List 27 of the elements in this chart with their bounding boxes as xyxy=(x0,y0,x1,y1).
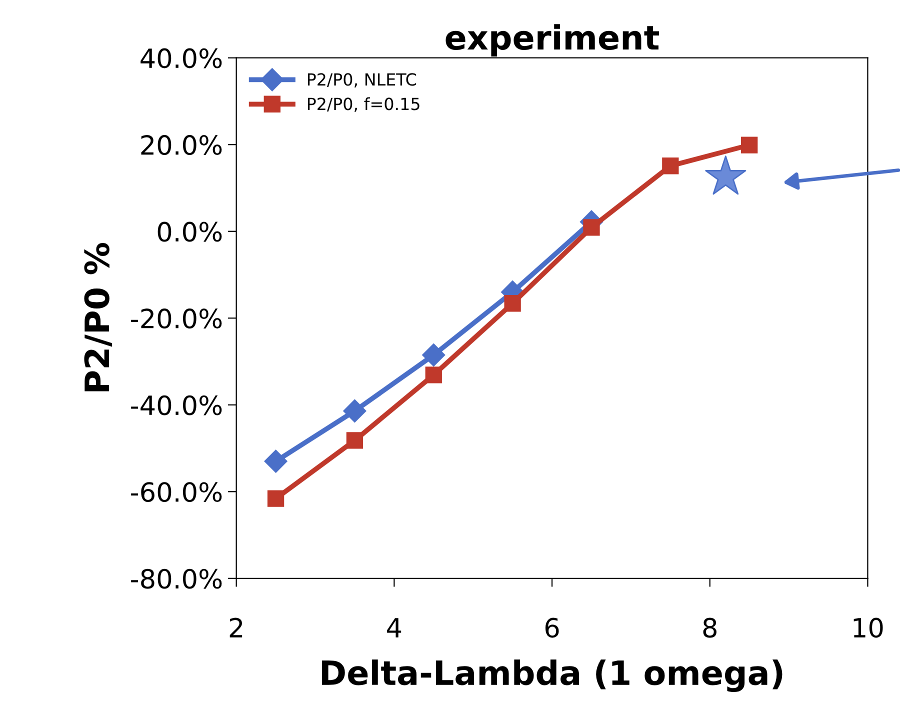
x-tick-label: 6 xyxy=(545,618,559,638)
x-tick-label: 10 xyxy=(854,618,883,638)
y-tick-label: 20.0% xyxy=(141,135,222,155)
y-tick-label: -20.0% xyxy=(131,308,222,329)
x-tick-label: 8 xyxy=(703,618,716,638)
point xyxy=(583,219,600,236)
y-axis-title: P2/P0 % xyxy=(84,242,112,392)
point xyxy=(741,136,758,154)
y-tick-label: -60.0% xyxy=(131,482,222,502)
chart-title: experiment xyxy=(446,24,659,56)
legend-label: P2/P0, f=0.15 xyxy=(308,97,420,112)
y-tick-label: -40.0% xyxy=(131,395,222,416)
x-tick-label: 4 xyxy=(387,618,402,638)
point xyxy=(343,399,366,422)
x-tick-label: 2 xyxy=(230,618,242,638)
y-tick-label: 0.0% xyxy=(158,222,222,242)
point xyxy=(264,450,288,473)
y-tick-label: 40.0% xyxy=(140,48,222,68)
point xyxy=(346,432,364,449)
legend-label: P2/P0, NLETC xyxy=(308,73,416,88)
y-tick-label: -80.0% xyxy=(131,568,222,589)
point xyxy=(267,490,284,507)
point xyxy=(504,295,521,312)
point xyxy=(425,366,442,384)
x-axis-title: Delta-Lambda (1 omega) xyxy=(322,659,782,692)
point xyxy=(662,158,679,174)
point xyxy=(422,343,446,366)
